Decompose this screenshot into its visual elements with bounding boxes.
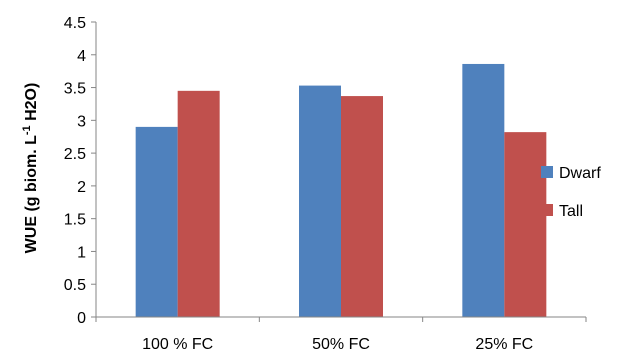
bar-dwarf: [135, 126, 178, 317]
bar-tall: [504, 132, 547, 317]
legend-label-dwarf: Dwarf: [559, 165, 601, 182]
legend-swatch-dwarf: [541, 166, 553, 178]
legend-label-tall: Tall: [559, 203, 583, 220]
y-tick-label: 1: [77, 244, 86, 261]
y-tick-label: 0: [77, 310, 86, 327]
x-tick-label: 50% FC: [312, 336, 370, 353]
x-tick-label: 100 % FC: [142, 336, 213, 353]
y-tick-label: 2.5: [64, 146, 86, 163]
bar-tall: [341, 96, 383, 317]
legend-swatch-tall: [541, 204, 553, 216]
y-tick-label: 2: [77, 179, 86, 196]
y-tick-label: 4: [77, 48, 86, 65]
y-axis-label-suffix: H2O): [23, 83, 40, 126]
bar-dwarf: [462, 63, 505, 318]
bar-dwarf: [299, 85, 341, 317]
x-tick-label: 25% FC: [475, 336, 533, 353]
y-axis-label-superscript: -1: [21, 125, 33, 135]
y-axis-label-main: WUE (g biom. L: [23, 135, 40, 253]
y-tick-label: 0.5: [64, 277, 86, 294]
legend: Dwarf Tall: [541, 165, 601, 220]
y-tick-label: 3: [77, 113, 86, 130]
y-axis: 0 0.5 1 1.5 2 2.5 3 3.5 4 4.5: [64, 15, 97, 327]
y-axis-label: WUE (g biom. L-1 H2O): [21, 83, 40, 254]
x-axis: 100 % FC 50% FC 25% FC: [95, 316, 587, 353]
y-tick-label: 1.5: [64, 212, 86, 229]
y-tick-label: 4.5: [64, 15, 86, 32]
svg-text:WUE (g biom. L-1 H2O): WUE (g biom. L-1 H2O): [21, 83, 40, 254]
bar-tall: [177, 90, 220, 317]
bars: [135, 63, 547, 318]
y-tick-label: 3.5: [64, 81, 86, 98]
